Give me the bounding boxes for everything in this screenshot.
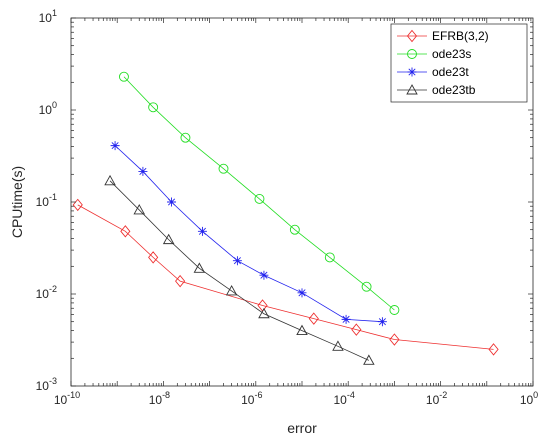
x-tick-label-base: 10 [520, 393, 534, 407]
data-point [259, 270, 269, 280]
y-tick-label-exponent: 0 [52, 100, 57, 110]
legend-box [390, 23, 528, 103]
data-point [148, 251, 159, 264]
data-point [138, 166, 148, 176]
data-point [225, 284, 238, 296]
data-point [254, 193, 265, 204]
x-tick-label-base: 10 [426, 393, 440, 407]
legend-marker [407, 49, 417, 59]
x-tick-label: 10-4 [334, 390, 355, 407]
data-point [120, 225, 131, 238]
data-point [218, 163, 229, 174]
y-tick-label-exponent: -2 [49, 284, 57, 294]
x-tick-label-exponent: -8 [162, 390, 170, 400]
x-tick-label-base: 10 [241, 393, 255, 407]
data-point [104, 174, 116, 186]
data-point [110, 141, 120, 151]
series-line [123, 76, 395, 311]
x-tick-label-exponent: -2 [439, 390, 447, 400]
series-2 [110, 141, 387, 327]
y-tick-label: 10-1 [36, 192, 57, 209]
legend-label: EFRB(3,2) [432, 29, 489, 43]
data-point [363, 354, 375, 365]
data-point [133, 204, 146, 215]
series-line [77, 204, 494, 350]
x-tick-label: 10-8 [149, 390, 170, 407]
y-tick-label-base: 10 [36, 287, 50, 301]
data-point [148, 102, 159, 113]
y-tick-label-exponent: -3 [49, 376, 57, 386]
data-point [119, 71, 129, 82]
data-point [351, 323, 362, 336]
data-point [289, 224, 300, 235]
series-3 [104, 174, 375, 365]
data-point [296, 324, 308, 336]
data-point [377, 317, 387, 327]
legend-label: ode23t [432, 65, 469, 79]
y-tick-label: 10-2 [36, 284, 57, 301]
data-point [180, 132, 191, 143]
data-point [258, 307, 270, 319]
data-point [324, 252, 335, 263]
data-point [361, 281, 372, 292]
y-tick-label: 100 [39, 100, 57, 117]
x-tick-label-base: 10 [149, 393, 163, 407]
x-tick-label: 10-10 [54, 390, 80, 407]
x-tick-label-base: 10 [54, 393, 68, 407]
legend-label: ode23s [432, 47, 471, 61]
data-point [197, 226, 207, 236]
legend-label: ode23tb [432, 83, 476, 97]
x-tick-label: 100 [520, 390, 538, 407]
series-0 [72, 198, 499, 356]
legend-entry: ode23t [397, 65, 469, 79]
y-tick-label-base: 10 [39, 11, 53, 25]
x-tick-label-base: 10 [334, 393, 348, 407]
y-tick-label: 10-3 [36, 376, 57, 393]
legend-entry: ode23s [397, 47, 471, 61]
y-tick-label-exponent: -1 [49, 192, 57, 202]
legend-entry: ode23tb [397, 83, 476, 97]
data-point [167, 197, 177, 207]
data-point [193, 262, 206, 273]
x-tick-label: 10-6 [241, 390, 262, 407]
data-point [297, 288, 307, 298]
y-tick-label: 101 [39, 8, 57, 25]
legend-marker [406, 29, 418, 43]
data-point [175, 274, 186, 288]
y-tick-label-base: 10 [36, 379, 50, 393]
series-line [109, 180, 370, 361]
x-tick-label-exponent: -6 [254, 390, 262, 400]
x-tick-label-exponent: -10 [67, 390, 80, 400]
y-tick-label-base: 10 [36, 195, 50, 209]
x-tick-label: 10-2 [426, 390, 447, 407]
x-axis-label: error [287, 420, 317, 436]
y-tick-label-exponent: 1 [52, 8, 57, 18]
data-point [162, 233, 175, 245]
data-point [332, 340, 344, 351]
legend: EFRB(3,2) ode23s ode23t ode23tb [390, 23, 528, 103]
data-point [72, 198, 83, 212]
data-point [389, 305, 400, 315]
legend-entry: EFRB(3,2) [397, 29, 489, 43]
legend-marker [406, 84, 418, 95]
data-point [341, 314, 351, 324]
x-tick-label-exponent: -4 [347, 390, 355, 400]
data-point [232, 256, 242, 266]
data-point [488, 343, 499, 356]
series-1 [119, 71, 400, 315]
y-tick-label-base: 10 [39, 103, 53, 117]
x-tick-label-exponent: 0 [533, 390, 538, 400]
legend-marker [407, 67, 417, 77]
data-point [389, 333, 400, 346]
data-point [308, 312, 319, 325]
series-layer [72, 71, 499, 365]
axis-layer: 10-10 10-8 10-6 10-4 10-2 10010-310-210-11001… [36, 8, 539, 407]
y-axis-label: CPUtime(s) [9, 166, 25, 238]
